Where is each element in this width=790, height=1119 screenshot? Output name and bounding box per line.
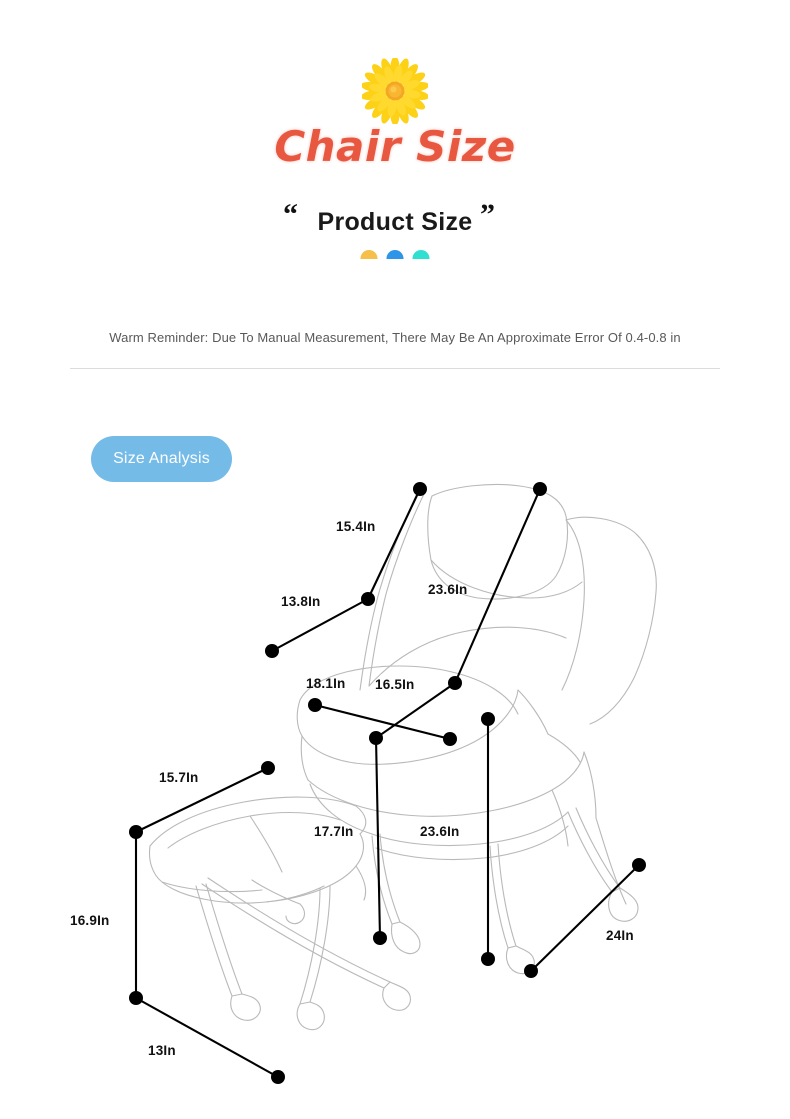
dim-label-24: 24In xyxy=(606,928,634,943)
marker-seat-right xyxy=(443,732,457,746)
dim-label-16-9: 16.9In xyxy=(70,913,110,928)
page-title: Chair Size xyxy=(274,122,516,171)
subtitle: Product Size xyxy=(317,208,473,236)
line-13-8 xyxy=(270,597,370,653)
header-divider xyxy=(70,368,720,369)
dim-label-15-7: 15.7In xyxy=(159,770,199,785)
marker-ottoman-bottom-left xyxy=(129,991,143,1005)
marker-ottoman-top-left xyxy=(129,825,143,839)
line-16-5 xyxy=(374,681,457,740)
line-13 xyxy=(134,996,280,1079)
marker-height-bottom xyxy=(481,952,495,966)
warm-reminder-text: Warm Reminder: Due To Manual Measurement… xyxy=(109,330,681,345)
line-15-7 xyxy=(134,766,270,834)
marker-arm-joint xyxy=(361,592,375,606)
marker-ottoman-top-right xyxy=(261,761,275,775)
line-15-4 xyxy=(366,487,422,601)
dot-yellow xyxy=(360,250,378,259)
marker-seat-front xyxy=(369,731,383,745)
marker-seat-left xyxy=(308,698,322,712)
decorative-dots xyxy=(360,250,430,259)
dim-label-23-6-back: 23.6In xyxy=(428,582,468,597)
dim-label-13: 13In xyxy=(148,1043,176,1058)
dim-label-23-6-height: 23.6In xyxy=(420,824,460,839)
size-analysis-label: Size Analysis xyxy=(113,450,210,467)
subtitle-row: “ Product Size ” xyxy=(0,200,790,246)
dim-label-17-7: 17.7In xyxy=(314,824,354,839)
size-analysis-badge: Size Analysis xyxy=(91,436,232,482)
dim-label-16-5: 16.5In xyxy=(375,677,415,692)
dot-blue xyxy=(386,250,404,259)
dot-cyan xyxy=(412,250,430,259)
dim-label-13-8: 13.8In xyxy=(281,594,321,609)
line-17-7 xyxy=(374,736,382,940)
marker-height-top xyxy=(481,712,495,726)
dimension-lines xyxy=(134,487,641,1079)
dimension-markers xyxy=(129,482,646,1084)
quote-open-icon: “ xyxy=(283,198,298,231)
marker-backrest-top xyxy=(413,482,427,496)
marker-ottoman-bottom-right xyxy=(271,1070,285,1084)
marker-backrest-head xyxy=(533,482,547,496)
line-24 xyxy=(529,863,641,973)
marker-base-left xyxy=(524,964,538,978)
sunflower-icon xyxy=(360,56,430,126)
dim-label-18-1: 18.1In xyxy=(306,676,346,691)
marker-seat-floor xyxy=(373,931,387,945)
line-18-1 xyxy=(313,703,452,741)
marker-seat-back xyxy=(448,676,462,690)
marker-base-right xyxy=(632,858,646,872)
line-23-6-back xyxy=(453,487,542,685)
quote-close-icon: ” xyxy=(480,198,495,231)
marker-arm-outer xyxy=(265,644,279,658)
dim-label-15-4: 15.4In xyxy=(336,519,376,534)
chair-lineart xyxy=(148,483,657,1031)
